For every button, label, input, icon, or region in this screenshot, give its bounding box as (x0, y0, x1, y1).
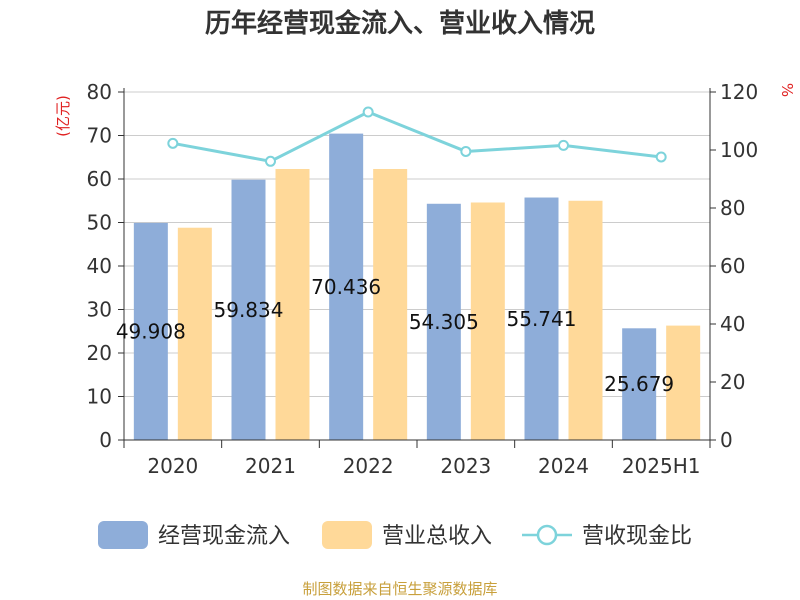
y-left-tick-label: 10 (87, 385, 112, 409)
data-label-cash-inflow: 25.679 (604, 372, 674, 396)
chart-title: 历年经营现金流入、营业收入情况 (205, 8, 595, 39)
line-point (655, 151, 667, 163)
line-series-group (167, 106, 667, 167)
bar-total-revenue (666, 325, 701, 440)
x-tick-label: 2025H1 (622, 454, 701, 478)
bar-cash-inflow (622, 328, 657, 440)
x-tick-label: 2023 (440, 454, 491, 478)
x-tick-label: 2021 (245, 454, 296, 478)
data-label-cash-inflow: 49.908 (116, 319, 186, 343)
bar-total-revenue (373, 168, 408, 440)
y-left-tick-label: 80 (87, 80, 112, 104)
legend-label: 营业总收入 (382, 524, 492, 549)
data-label-cash-inflow: 59.834 (214, 298, 284, 322)
source-note: 制图数据来自恒生聚源数据库 (302, 580, 497, 598)
bar-cash-inflow (524, 197, 559, 440)
bar-cash-inflow (426, 203, 461, 440)
y-left-tick-label: 20 (87, 341, 112, 365)
y-left-tick-label: 0 (99, 428, 112, 452)
y-right-tick-label: 40 (720, 312, 745, 336)
bar-cash-inflow (329, 133, 364, 440)
line-point (460, 145, 472, 157)
data-labels-group: 49.908 59.834 70.436 54.305 55.741 25.679 (116, 275, 674, 396)
x-tick-label: 2022 (343, 454, 394, 478)
y-right-tick-label: 100 (720, 138, 758, 162)
y-left-tick-label: 60 (87, 167, 112, 191)
y-right-unit-label: % (778, 83, 796, 97)
x-tick-label: 2020 (147, 454, 198, 478)
y-right-tick-label: 60 (720, 254, 745, 278)
line-point (265, 155, 276, 167)
bar-total-revenue (177, 227, 212, 440)
bar-total-revenue (568, 200, 603, 440)
line-point (558, 139, 569, 151)
line-revenue-cash-ratio (172, 110, 662, 163)
y-right-tick-label: 80 (720, 196, 745, 220)
y-left-unit-label: (亿元) (54, 95, 72, 137)
line-point (167, 137, 179, 149)
grid-lines (124, 91, 710, 397)
bars-group (133, 133, 701, 440)
y-right-tick-label: 0 (720, 428, 733, 452)
axes-group: 0 10 20 30 40 50 60 70 80 0 20 40 60 80 100 120 2020 2021… (87, 80, 759, 478)
bar-total-revenue (275, 168, 310, 440)
data-label-cash-inflow: 55.741 (507, 307, 577, 331)
y-left-tick-label: 50 (87, 211, 112, 235)
y-right-tick-label: 20 (720, 370, 745, 394)
legend-label: 营收现金比 (582, 524, 692, 549)
legend-circle-marker (536, 524, 558, 546)
y-left-tick-label: 70 (87, 124, 112, 148)
x-tick-label: 2024 (538, 454, 589, 478)
y-left-tick-label: 30 (87, 298, 112, 322)
line-point (362, 106, 374, 118)
legend-swatch (98, 521, 148, 549)
y-left-tick-label: 40 (87, 254, 112, 278)
legend-label: 经营现金流入 (158, 524, 290, 549)
legend: 经营现金流入 营业总收入 营收现金比 (98, 521, 692, 549)
data-label-cash-inflow: 70.436 (311, 275, 381, 299)
legend-swatch (322, 521, 372, 549)
data-label-cash-inflow: 54.305 (409, 310, 479, 334)
bar-cash-inflow (133, 222, 168, 440)
bar-cash-inflow (231, 179, 266, 440)
y-right-tick-label: 120 (720, 80, 758, 104)
bar-total-revenue (470, 202, 505, 440)
